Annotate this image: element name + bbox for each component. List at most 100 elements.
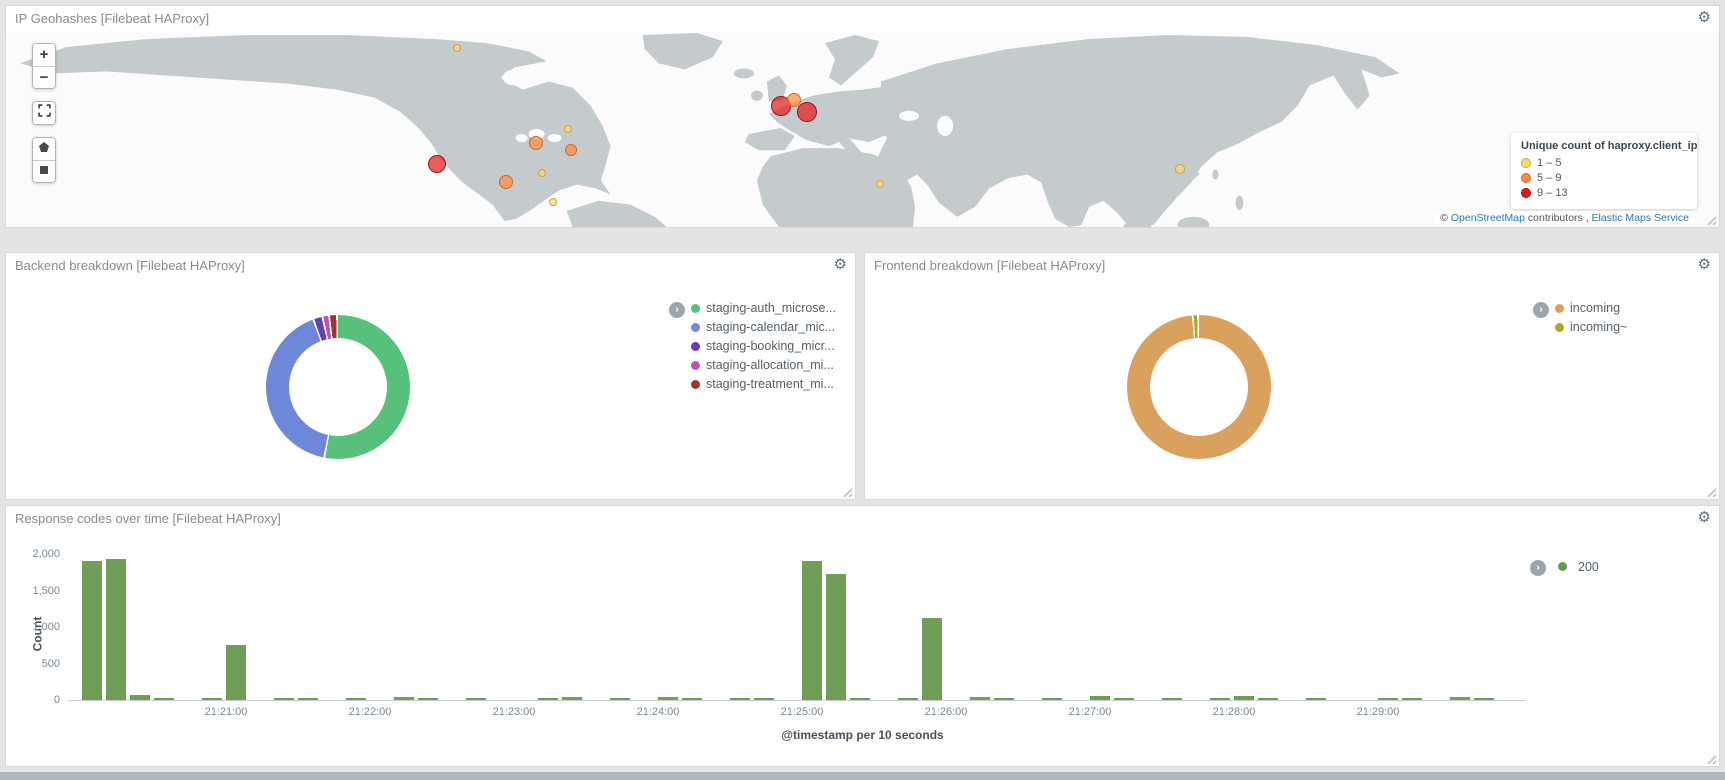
geo-marker[interactable] bbox=[549, 198, 557, 206]
zoom-out-button[interactable]: − bbox=[33, 66, 55, 88]
resize-handle[interactable] bbox=[1705, 485, 1717, 498]
bar-200[interactable] bbox=[898, 698, 918, 700]
legend: › 200 bbox=[1530, 558, 1599, 576]
bar-200[interactable] bbox=[1474, 698, 1494, 700]
bar-200[interactable] bbox=[202, 698, 222, 700]
map-controls: + − bbox=[32, 43, 56, 195]
bar-200[interactable] bbox=[466, 698, 486, 700]
draw-polygon-button[interactable] bbox=[33, 138, 55, 160]
geo-marker[interactable] bbox=[428, 155, 446, 173]
resize-handle[interactable] bbox=[1705, 213, 1717, 226]
bar-200[interactable] bbox=[730, 697, 750, 700]
bar-200[interactable] bbox=[226, 644, 246, 700]
legend-label: staging-treatment_mi... bbox=[706, 377, 834, 391]
bar-200[interactable] bbox=[682, 698, 702, 700]
bar-200[interactable] bbox=[754, 698, 774, 700]
bar-200[interactable] bbox=[826, 573, 846, 700]
legend-toggle-icon[interactable]: › bbox=[1533, 302, 1549, 318]
panel-title: Response codes over time [Filebeat HAPro… bbox=[15, 511, 281, 526]
geo-marker[interactable] bbox=[787, 93, 801, 107]
bar-200[interactable] bbox=[1162, 698, 1182, 700]
geo-marker[interactable] bbox=[565, 144, 577, 156]
bar-200[interactable] bbox=[1234, 695, 1254, 700]
legend-swatch bbox=[691, 322, 700, 332]
bar-200[interactable] bbox=[658, 696, 678, 700]
bar-200[interactable] bbox=[154, 698, 174, 700]
legend-item[interactable]: staging-auth_microse... bbox=[691, 301, 836, 315]
legend-label: 1 – 5 bbox=[1537, 157, 1562, 169]
frontend-breakdown-panel: Frontend breakdown [Filebeat HAProxy] ⚙ … bbox=[864, 252, 1720, 500]
elastic-maps-service-link[interactable]: Elastic Maps Service bbox=[1591, 212, 1689, 224]
bar-200[interactable] bbox=[994, 698, 1014, 700]
x-tick-label: 21:23:00 bbox=[492, 706, 536, 718]
legend-item[interactable]: staging-calendar_mic... bbox=[691, 320, 836, 334]
legend-item[interactable]: staging-allocation_mi... bbox=[691, 358, 836, 372]
bar-200[interactable] bbox=[1114, 697, 1134, 700]
resize-handle[interactable] bbox=[1705, 752, 1717, 765]
geo-marker[interactable] bbox=[797, 102, 817, 122]
legend-swatch bbox=[691, 379, 700, 389]
legend: › staging-auth_microse... staging-calenda… bbox=[669, 279, 855, 495]
bar-200[interactable] bbox=[562, 697, 582, 700]
bar-200[interactable] bbox=[1450, 697, 1470, 700]
gear-icon[interactable]: ⚙ bbox=[1697, 509, 1711, 526]
openstreetmap-link[interactable]: OpenStreetMap bbox=[1450, 212, 1525, 224]
bar-200[interactable] bbox=[970, 696, 990, 700]
geo-marker[interactable] bbox=[876, 180, 884, 188]
legend-toggle-icon[interactable]: › bbox=[669, 302, 685, 318]
legend-toggle-icon[interactable]: › bbox=[1530, 559, 1546, 576]
bar-200[interactable] bbox=[274, 697, 294, 700]
bar-200[interactable] bbox=[394, 696, 414, 700]
resize-handle[interactable] bbox=[841, 485, 853, 498]
bar-200[interactable] bbox=[418, 697, 438, 700]
gear-icon[interactable]: ⚙ bbox=[1697, 9, 1711, 26]
map-legend-title: Unique count of haproxy.client_ip bbox=[1521, 140, 1698, 152]
panel-title: Frontend breakdown [Filebeat HAProxy] bbox=[874, 258, 1106, 273]
y-tick-label: 0 bbox=[53, 694, 60, 706]
bar-200[interactable] bbox=[130, 695, 150, 700]
fit-bounds-button[interactable] bbox=[33, 102, 55, 124]
legend-label: incoming~ bbox=[1570, 320, 1628, 334]
gear-icon[interactable]: ⚙ bbox=[833, 256, 847, 273]
bar-200[interactable] bbox=[802, 561, 822, 700]
bar-200[interactable] bbox=[610, 698, 630, 700]
gear-icon[interactable]: ⚙ bbox=[1697, 256, 1711, 273]
bar-200[interactable] bbox=[106, 559, 126, 700]
bar-200[interactable] bbox=[1258, 697, 1278, 700]
backend-donut-chart[interactable] bbox=[265, 315, 410, 459]
legend-item[interactable]: staging-booking_micr... bbox=[691, 339, 836, 353]
geo-marker[interactable] bbox=[564, 125, 572, 133]
geo-marker[interactable] bbox=[538, 169, 546, 177]
bar-200[interactable] bbox=[346, 698, 366, 700]
legend-label[interactable]: 200 bbox=[1578, 560, 1599, 574]
bar-200[interactable] bbox=[1090, 696, 1110, 700]
x-tick-label: 21:26:00 bbox=[924, 706, 968, 718]
x-tick-label: 21:28:00 bbox=[1212, 706, 1256, 718]
bar-200[interactable] bbox=[850, 697, 870, 700]
draw-rectangle-button[interactable] bbox=[33, 160, 55, 182]
world-map[interactable]: + − bbox=[6, 33, 1719, 227]
legend-item[interactable]: incoming~ bbox=[1555, 320, 1627, 334]
bar-200[interactable] bbox=[1042, 698, 1062, 700]
geo-marker[interactable] bbox=[453, 44, 461, 52]
bar-200[interactable] bbox=[1378, 697, 1398, 700]
bar-200[interactable] bbox=[1306, 698, 1326, 700]
geo-marker[interactable] bbox=[529, 136, 543, 150]
geo-marker[interactable] bbox=[1175, 164, 1185, 174]
bar-200[interactable] bbox=[538, 698, 558, 700]
y-tick-label: 1,500 bbox=[32, 584, 60, 597]
zoom-in-button[interactable]: + bbox=[33, 44, 55, 66]
legend-item[interactable]: incoming bbox=[1555, 301, 1627, 315]
bar-200[interactable] bbox=[922, 618, 942, 700]
bar-200[interactable] bbox=[1210, 698, 1230, 700]
bar-200[interactable] bbox=[298, 698, 318, 700]
bar-200[interactable] bbox=[1402, 698, 1422, 700]
legend-item[interactable]: staging-treatment_mi... bbox=[691, 377, 836, 391]
map-legend: Unique count of haproxy.client_ip 1 – 5 5… bbox=[1511, 133, 1697, 209]
x-tick-label: 21:29:00 bbox=[1356, 706, 1400, 718]
bar-200[interactable] bbox=[82, 561, 102, 700]
x-tick-label: 21:21:00 bbox=[204, 706, 248, 718]
geo-marker[interactable] bbox=[499, 175, 513, 189]
map-legend-item: 1 – 5 bbox=[1521, 157, 1687, 169]
frontend-donut-chart[interactable] bbox=[1127, 315, 1271, 459]
